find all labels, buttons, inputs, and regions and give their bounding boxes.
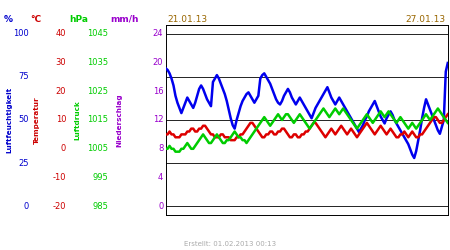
Text: 995: 995 <box>92 173 108 182</box>
Text: 24: 24 <box>153 29 163 38</box>
Text: 21.01.13: 21.01.13 <box>168 15 208 24</box>
Text: %: % <box>4 15 13 24</box>
Text: 1015: 1015 <box>87 116 108 124</box>
Text: 4: 4 <box>158 173 163 182</box>
Text: 40: 40 <box>56 29 66 38</box>
Text: 30: 30 <box>55 58 66 67</box>
Text: 100: 100 <box>13 29 29 38</box>
Text: 50: 50 <box>18 116 29 124</box>
Text: 75: 75 <box>18 72 29 81</box>
Text: 25: 25 <box>18 159 29 168</box>
Text: Temperatur: Temperatur <box>34 96 40 144</box>
Text: -10: -10 <box>53 173 66 182</box>
Text: 20: 20 <box>153 58 163 67</box>
Text: 0: 0 <box>158 202 163 211</box>
Text: 27.01.13: 27.01.13 <box>405 15 446 24</box>
Text: mm/h: mm/h <box>110 15 139 24</box>
Text: Erstellt: 01.02.2013 00:13: Erstellt: 01.02.2013 00:13 <box>184 242 276 248</box>
Text: -20: -20 <box>53 202 66 211</box>
Text: 1035: 1035 <box>87 58 108 67</box>
Text: 20: 20 <box>56 87 66 96</box>
Text: 0: 0 <box>61 144 66 153</box>
Text: 1025: 1025 <box>87 87 108 96</box>
Text: 12: 12 <box>153 116 163 124</box>
Text: hPa: hPa <box>70 15 89 24</box>
Text: 10: 10 <box>56 116 66 124</box>
Text: Luftfeuchtigkeit: Luftfeuchtigkeit <box>6 87 12 153</box>
Text: Luftdruck: Luftdruck <box>75 100 81 140</box>
Text: 16: 16 <box>153 87 163 96</box>
Text: °C: °C <box>31 15 42 24</box>
Text: 8: 8 <box>158 144 163 153</box>
Text: Niederschlag: Niederschlag <box>116 93 122 147</box>
Text: 985: 985 <box>92 202 108 211</box>
Text: 0: 0 <box>23 202 29 211</box>
Text: 1045: 1045 <box>87 29 108 38</box>
Text: 1005: 1005 <box>87 144 108 153</box>
